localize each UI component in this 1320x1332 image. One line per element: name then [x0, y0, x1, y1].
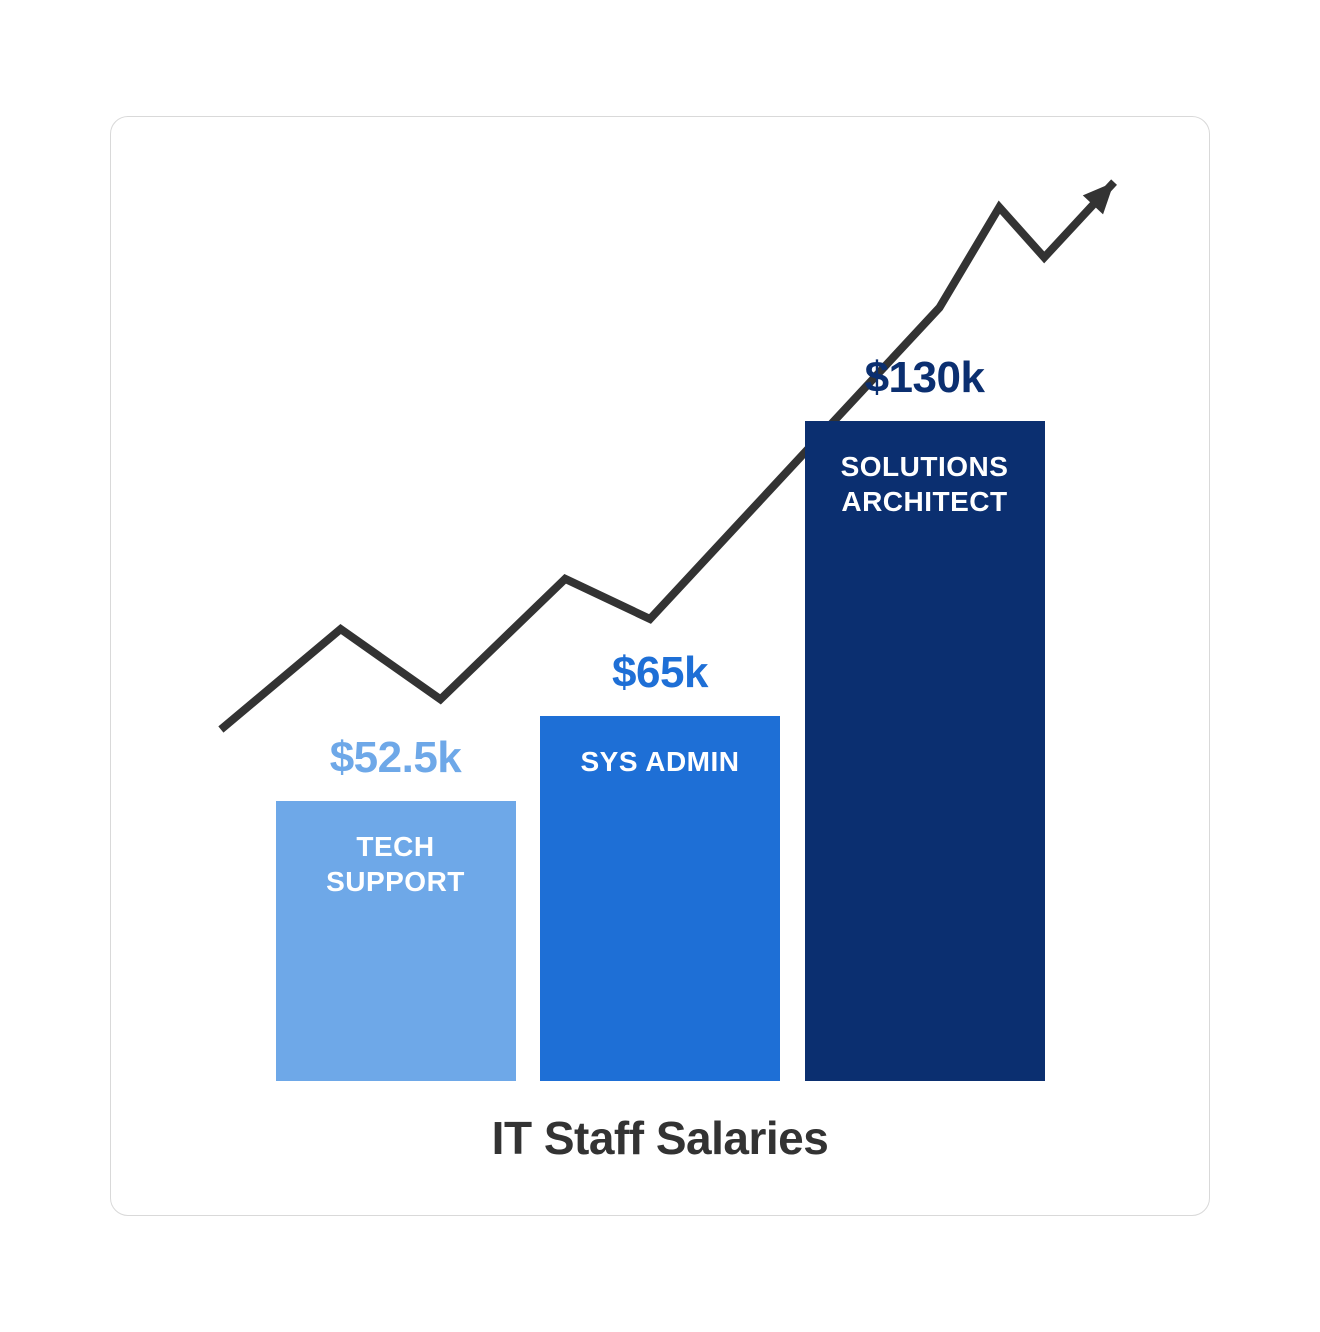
bar-category-label: TECH SUPPORT	[276, 829, 516, 899]
bar-value-label: $52.5k	[330, 733, 462, 783]
bar-group-1: $65k SYS ADMIN	[540, 648, 780, 1081]
bar-value-label: $130k	[865, 353, 985, 403]
bar: TECH SUPPORT	[276, 801, 516, 1081]
bar-group-2: $130k SOLUTIONS ARCHITECT	[805, 353, 1045, 1081]
chart-card: $52.5k TECH SUPPORT $65k SYS ADMIN $130k SOLU…	[110, 116, 1210, 1216]
bar: SOLUTIONS ARCHITECT	[805, 421, 1045, 1081]
bar-group-0: $52.5k TECH SUPPORT	[276, 733, 516, 1081]
bar-category-label: SOLUTIONS ARCHITECT	[805, 449, 1045, 519]
bars-container: $52.5k TECH SUPPORT $65k SYS ADMIN $130k SOLU…	[171, 157, 1149, 1081]
chart-area: $52.5k TECH SUPPORT $65k SYS ADMIN $130k SOLU…	[171, 157, 1149, 1081]
bar: SYS ADMIN	[540, 716, 780, 1081]
bar-value-label: $65k	[612, 648, 708, 698]
chart-title: IT Staff Salaries	[171, 1111, 1149, 1165]
bar-category-label: SYS ADMIN	[562, 744, 757, 779]
